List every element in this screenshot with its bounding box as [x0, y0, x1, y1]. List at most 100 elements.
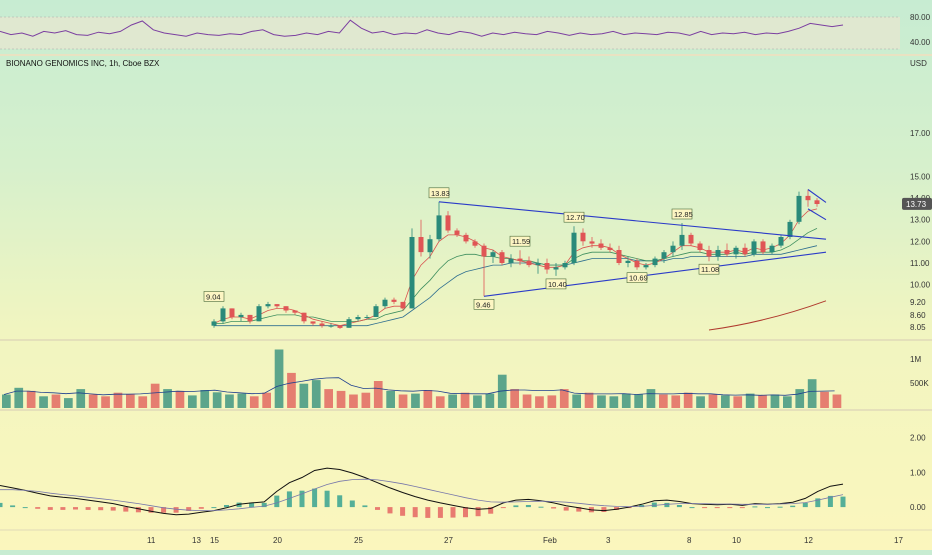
price-tick: 9.20: [910, 298, 926, 307]
candle-body: [211, 321, 217, 326]
price-badge-text: 13.73: [906, 200, 927, 209]
candle-body: [427, 239, 433, 253]
volume-bar: [138, 396, 148, 408]
candle-body: [499, 252, 505, 263]
x-axis-label: 15: [210, 536, 219, 545]
macd-hist-bar: [135, 507, 141, 513]
candle-body: [589, 241, 595, 244]
volume-bar: [584, 392, 594, 408]
price-annotations: 9.04 13.83 9.46 11.59 10.40 12.70 10.69 12.85 11…: [203, 187, 720, 310]
macd-hist-bar: [236, 502, 242, 508]
volume-bar: [76, 389, 86, 408]
current-price-badge: 13.73: [902, 197, 932, 210]
candle-body: [562, 263, 568, 268]
price-annotation-label: 11.08: [701, 265, 719, 274]
macd-hist-bar: [274, 495, 280, 508]
candle-body: [418, 237, 424, 253]
volume-bar: [671, 395, 681, 408]
price-pane[interactable]: BIONANO GENOMICS INC, 1h, Cboe BZX USD 1…: [6, 59, 932, 332]
volume-bar: [163, 389, 172, 408]
macd-hist-bar: [324, 490, 330, 508]
macd-hist-bar: [676, 505, 682, 508]
volume-bar: [559, 389, 569, 408]
volume-bar: [659, 394, 668, 408]
volume-bar: [448, 394, 457, 408]
volume-bar: [696, 396, 705, 408]
volume-bar: [485, 393, 495, 408]
candle-body: [706, 250, 712, 257]
trendline: [807, 208, 827, 221]
volume-bar: [324, 389, 333, 408]
rsi-tick-80: 80.00: [910, 13, 931, 22]
candle-body: [247, 314, 253, 322]
candles: [211, 189, 820, 329]
volume-bar: [200, 390, 210, 408]
volume-bar: [349, 394, 358, 408]
price-annotation-label: 12.85: [674, 210, 693, 219]
candle-body: [814, 200, 820, 204]
candle-body: [769, 245, 775, 253]
macd-hist-bar: [22, 507, 28, 509]
macd-hist-bar: [186, 507, 192, 511]
macd-hist-bar: [513, 505, 519, 508]
price-annotation-label: 10.69: [629, 274, 648, 283]
volume-bar: [113, 392, 123, 408]
price-annotation-label: 9.46: [476, 300, 491, 309]
candle-body: [679, 234, 685, 246]
volume-bar: [398, 394, 408, 408]
candle-body: [256, 306, 262, 322]
volume-bar: [683, 392, 693, 408]
volume-bar: [820, 391, 829, 408]
candle-body: [544, 263, 550, 270]
macd-hist-bar: [739, 507, 745, 509]
x-axis-label: 13: [192, 536, 201, 545]
volume-bar: [832, 394, 842, 408]
candle-body: [760, 241, 766, 253]
candle-body: [409, 237, 415, 309]
macd-hist-bar: [790, 505, 796, 508]
volume-bar: [287, 372, 296, 408]
candle-body: [472, 241, 478, 246]
candle-body: [580, 232, 586, 242]
price-annotation-box: [473, 298, 495, 310]
candle-body: [526, 260, 532, 266]
candle-body: [292, 310, 298, 313]
macd-line: [0, 467, 844, 516]
volume-pane[interactable]: 1M 500K: [2, 349, 929, 409]
volume-bar: [386, 390, 395, 408]
price-tick: 15.00: [910, 173, 931, 182]
rsi-pane[interactable]: 80.00 40.00: [0, 13, 931, 50]
volume-bar: [423, 390, 433, 408]
macd-hist-bar: [802, 502, 808, 508]
candle-body: [373, 306, 379, 317]
volume-bar: [597, 395, 606, 408]
candle-body: [724, 250, 730, 255]
macd-hist-bar: [349, 500, 355, 508]
price-axis: 17.0015.0014.0013.0012.0011.0010.009.208…: [910, 129, 931, 332]
macd-hist-bar: [47, 507, 53, 510]
macd-hist-bar: [727, 507, 733, 509]
candle-body: [796, 195, 802, 222]
price-annotation-box: [563, 211, 585, 223]
candle-body: [319, 323, 325, 326]
volume-bar: [634, 394, 643, 408]
macd-pane[interactable]: 2.00 1.00 0.00: [0, 433, 926, 518]
candle-body: [688, 234, 694, 244]
macd-hist-bar: [752, 506, 758, 508]
macd-hist-bar: [60, 507, 66, 510]
macd-hist-bar: [337, 495, 343, 508]
macd-hist-bar: [425, 507, 431, 518]
macd-axis: 2.00 1.00 0.00: [910, 433, 926, 512]
candle-body: [733, 247, 739, 255]
volume-bar: [64, 398, 73, 408]
macd-tick: 1.00: [910, 468, 926, 477]
volume-bar: [237, 393, 247, 408]
volume-bar: [522, 394, 532, 408]
candle-body: [229, 308, 235, 317]
price-annotation-box: [428, 187, 450, 199]
x-axis-label: 3: [606, 536, 611, 545]
price-annotation-box: [671, 208, 693, 220]
macd-hist-bar: [224, 505, 229, 508]
